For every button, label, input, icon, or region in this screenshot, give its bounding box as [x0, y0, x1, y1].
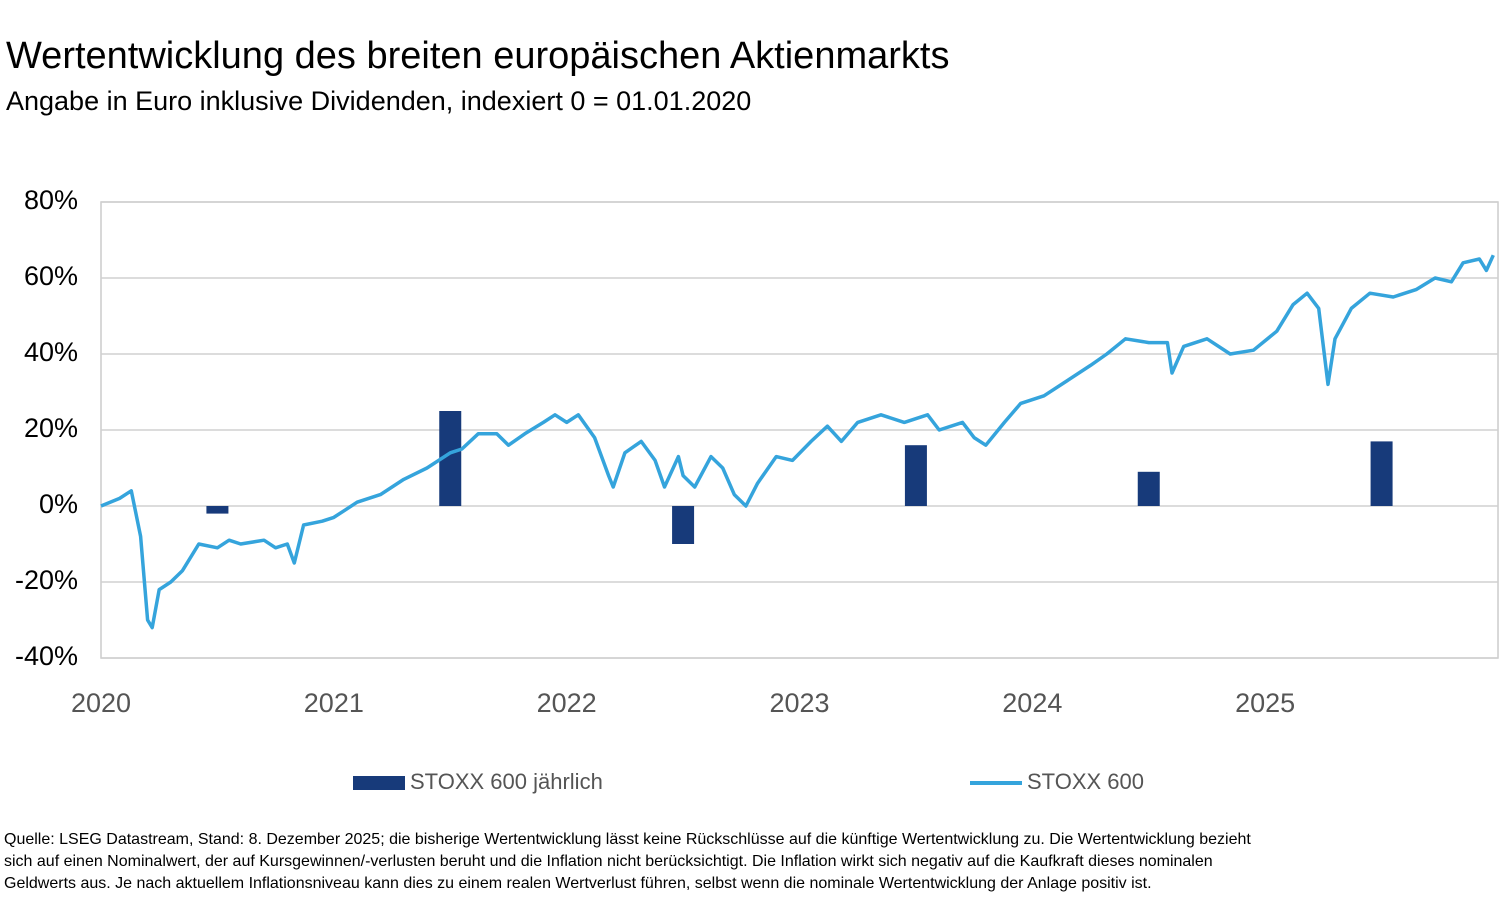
- y-tick-label: -40%: [15, 641, 78, 671]
- bar: [1370, 441, 1393, 506]
- x-tick-label: 2020: [71, 688, 131, 718]
- footnote: Geldwerts aus. Je nach aktuellem Inflati…: [4, 875, 1152, 892]
- bar: [1137, 471, 1160, 506]
- x-tick-label: 2025: [1235, 688, 1295, 718]
- y-tick-label: -20%: [15, 565, 78, 595]
- y-tick-label: 80%: [24, 185, 78, 215]
- chart-subtitle: Angabe in Euro inklusive Dividenden, ind…: [6, 86, 751, 116]
- bar: [672, 506, 695, 544]
- chart-title: Wertentwicklung des breiten europäischen…: [6, 35, 949, 77]
- legend-label: STOXX 600: [1027, 769, 1144, 794]
- x-tick-label: 2022: [537, 688, 597, 718]
- y-tick-label: 60%: [24, 261, 78, 291]
- bar: [439, 411, 462, 506]
- footnote: sich auf einen Nominalwert, der auf Kurs…: [4, 853, 1213, 870]
- bar: [206, 506, 229, 514]
- legend-label: STOXX 600 jährlich: [410, 769, 603, 794]
- footnote: Quelle: LSEG Datastream, Stand: 8. Dezem…: [4, 831, 1251, 848]
- x-tick-label: 2021: [304, 688, 364, 718]
- y-tick-label: 0%: [39, 489, 78, 519]
- bar: [904, 445, 927, 506]
- y-tick-label: 40%: [24, 337, 78, 367]
- legend-swatch: [353, 776, 405, 790]
- line: [100, 254, 1495, 630]
- x-tick-label: 2024: [1002, 688, 1062, 718]
- y-tick-label: 20%: [24, 413, 78, 443]
- x-tick-label: 2023: [769, 688, 829, 718]
